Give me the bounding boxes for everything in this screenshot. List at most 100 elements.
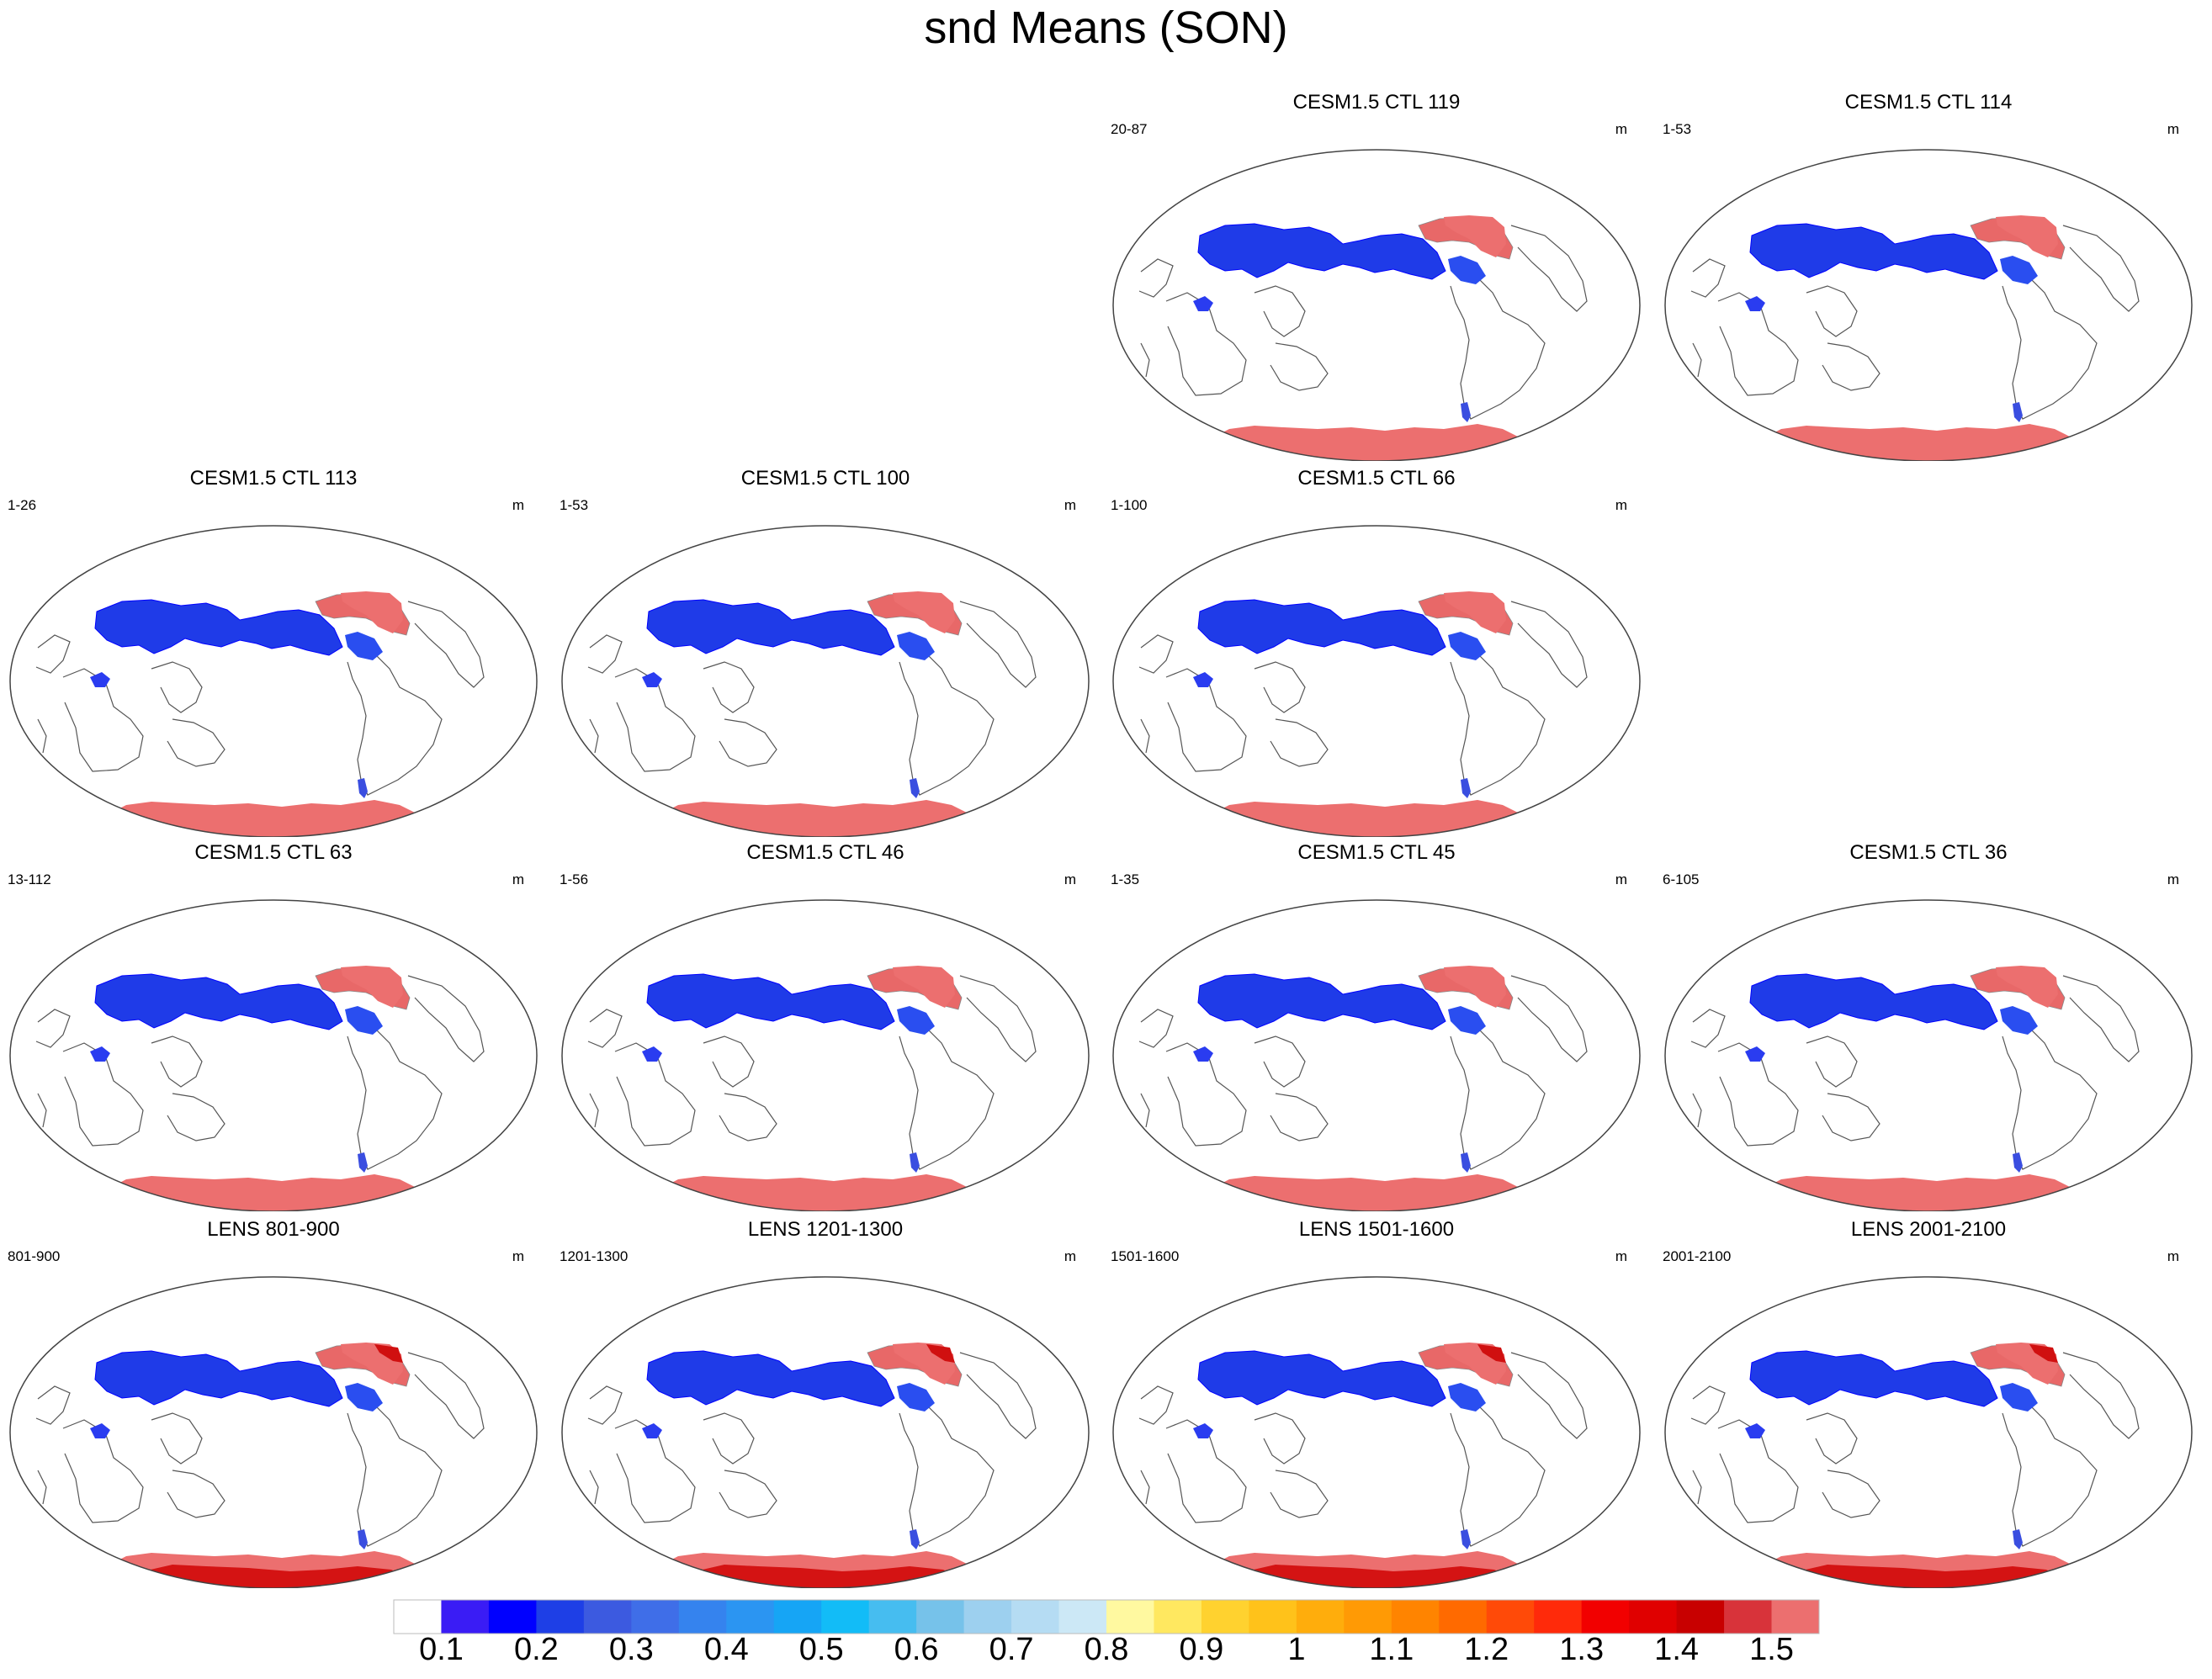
map-border (1112, 149, 1641, 461)
coastline (1138, 258, 1174, 298)
coastline (1822, 1093, 1880, 1141)
colorbar-labels: 0.1 0.2 0.3 0.4 0.5 0.6 0.7 0.8 0.9 1 1.1 1.2 1.3 1.4… (0, 1632, 2212, 1674)
colorbar-tick-label: 1.1 (1369, 1632, 1414, 1667)
panel-years: 1-56 (560, 871, 589, 887)
snow-region-tibet (1193, 1423, 1213, 1438)
colorbar-cell (1201, 1600, 1249, 1634)
map-panel: CESM1.5 CTL 45 1-35 m (1107, 841, 1646, 1211)
snow-region-andes (2013, 1152, 2023, 1173)
coastline (347, 1017, 443, 1170)
map-panel: CESM1.5 CTL 46 1-56 m (556, 841, 1095, 1211)
map-panel: LENS 801-900 801-900 m (4, 1218, 543, 1588)
snow-region-north-america (897, 1006, 935, 1035)
map-background (562, 900, 1089, 1211)
coastline (167, 1093, 225, 1141)
panel-years: 801-900 (8, 1248, 61, 1264)
panel-years: 1-35 (1111, 871, 1140, 887)
colorbar-cell (488, 1600, 537, 1634)
panel-years: 1-100 (1111, 497, 1148, 513)
coastline (347, 643, 443, 796)
map-panel: CESM1.5 CTL 119 20-87 m (1107, 91, 1646, 461)
colorbar-cell (1771, 1600, 1820, 1634)
coastline (703, 1035, 755, 1088)
coastline (1692, 1470, 1702, 1505)
colorbar-cell (536, 1600, 585, 1634)
colorbar-cell (1439, 1600, 1488, 1634)
snow-region-andes (1461, 402, 1471, 422)
colorbar-tick-label: 0.6 (894, 1632, 939, 1667)
snow-region-tibet (1193, 1046, 1213, 1062)
coastline (1510, 1352, 1588, 1439)
colorbar-cell (1154, 1600, 1202, 1634)
map-plot (1664, 899, 2193, 1211)
colorbar-tick-label: 0.1 (419, 1632, 464, 1667)
coastline (35, 1385, 71, 1425)
snow-region-tibet (90, 1046, 110, 1062)
colorbar-cell (916, 1600, 964, 1634)
coastline (347, 1394, 443, 1547)
snow-region-antarctica (1208, 1174, 1528, 1211)
coastline (2062, 225, 2140, 312)
map-border (9, 525, 538, 837)
colorbar-cell (441, 1600, 490, 1634)
colorbar-cell (1676, 1600, 1725, 1634)
snow-region-tibet (642, 1046, 662, 1062)
panel-years: 2001-2100 (1663, 1248, 1732, 1264)
snow-region-antarctica (657, 1174, 977, 1211)
coastline (1450, 1017, 1546, 1170)
snow-region-north-america (345, 632, 383, 660)
snow-region-antarctica (1208, 424, 1528, 461)
map-plot (9, 1276, 538, 1588)
coastline (2062, 975, 2140, 1062)
panel-title: LENS 801-900 (207, 1218, 340, 1241)
panel-years: 1201-1300 (560, 1248, 629, 1264)
snow-region-eurasia (1197, 599, 1446, 656)
figure-title: snd Means (SON) (924, 3, 1288, 53)
snow-region-andes (2013, 402, 2023, 422)
snow-region-north-america (897, 632, 935, 660)
coastline (1510, 225, 1588, 312)
coastline (1806, 1035, 1858, 1088)
snow-region-eurasia (1749, 223, 1998, 280)
map-border (1664, 149, 2193, 461)
map-border (9, 1276, 538, 1588)
snow-region-andes (358, 778, 368, 798)
coastline (407, 1352, 485, 1439)
snow-region-north-america (897, 1383, 935, 1412)
coastline (151, 1412, 203, 1464)
colorbar-cell (1486, 1600, 1535, 1634)
panel-units: m (1615, 497, 1627, 513)
map-panel: CESM1.5 CTL 66 1-100 m (1107, 467, 1646, 837)
snow-region-eurasia (646, 1350, 895, 1407)
snow-region-north-america (1448, 1006, 1486, 1035)
snow-region-eurasia (646, 973, 895, 1030)
panel-title: CESM1.5 CTL 66 (1297, 467, 1456, 490)
coastline (1138, 1385, 1174, 1425)
snow-region-antarctica (657, 800, 977, 837)
snow-region-north-america (2000, 1006, 2038, 1035)
snow-region-antarctica (1208, 800, 1528, 837)
map-panel: CESM1.5 CTL 114 1-53 m (1659, 91, 2198, 461)
coastline (167, 718, 225, 767)
coastline (2062, 1352, 2140, 1439)
colorbar-cell (1534, 1600, 1583, 1634)
colorbar-cell (868, 1600, 917, 1634)
colorbar-tick-label: 1.4 (1654, 1632, 1700, 1667)
coastline (1140, 1470, 1150, 1505)
colorbar-cell (1391, 1600, 1440, 1634)
panel-title: CESM1.5 CTL 114 (1844, 91, 2013, 114)
coastline (1806, 285, 1858, 337)
snow-region-greenland (341, 966, 403, 1008)
panel-units: m (2167, 121, 2179, 137)
snow-region-andes (1461, 1152, 1471, 1173)
colorbar-cell (1058, 1600, 1107, 1634)
snow-region-andes (1461, 1529, 1471, 1549)
colorbar-tick-label: 0.3 (608, 1632, 654, 1667)
snow-region-greenland (1444, 215, 1506, 257)
colorbar-tick-label: 0.2 (513, 1632, 559, 1667)
snow-region-tibet (642, 1423, 662, 1438)
snow-region-andes (910, 1152, 920, 1173)
coastline (899, 1394, 995, 1547)
coastline (587, 1009, 623, 1048)
snow-region-eurasia (1197, 223, 1446, 280)
